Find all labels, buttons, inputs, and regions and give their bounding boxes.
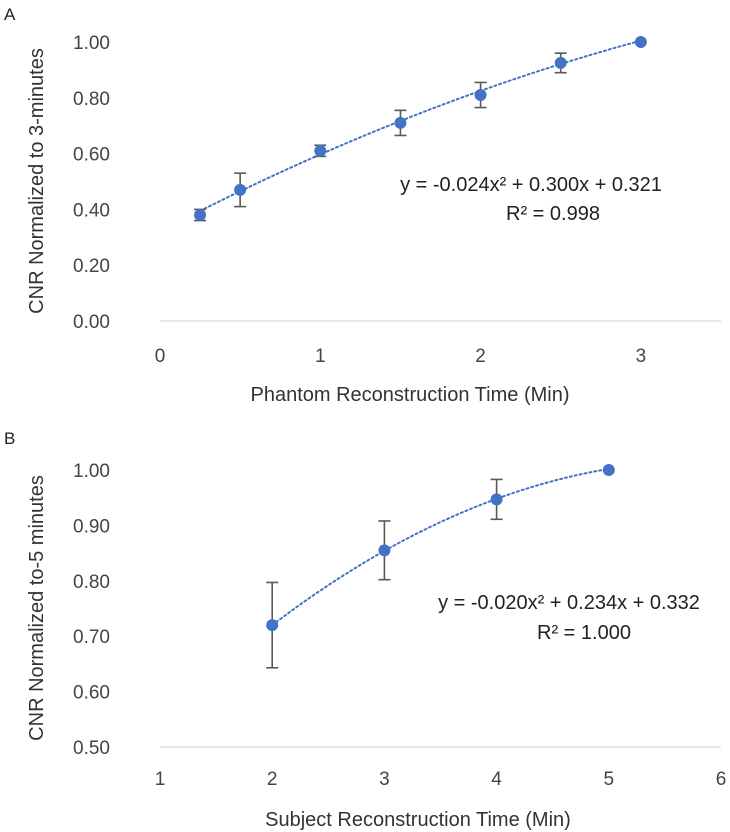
y-tick-label-a: 1.00 xyxy=(73,33,110,54)
data-point-a xyxy=(634,36,647,48)
y-tick-label-a: 0.40 xyxy=(73,200,110,221)
y-tick-label-a: 0.60 xyxy=(73,145,110,166)
y-tick-label-b: 0.80 xyxy=(73,572,110,593)
x-tick-label-b: 4 xyxy=(491,769,502,790)
r-squared-b: R² = 1.000 xyxy=(537,622,631,644)
y-tick-label-a: 0.00 xyxy=(73,312,110,333)
data-point-a xyxy=(554,56,567,69)
trendline-a xyxy=(199,39,642,212)
x-tick-label-a: 1 xyxy=(315,346,326,367)
x-axis-title-a: Phantom Reconstruction Time (Min) xyxy=(250,384,569,406)
y-tick-label-a: 0.80 xyxy=(73,89,110,110)
y-tick-label-b: 0.60 xyxy=(73,683,110,704)
panel-label-b: B xyxy=(4,429,15,448)
r-squared-a: R² = 0.998 xyxy=(506,203,600,225)
data-point-a xyxy=(394,116,407,129)
chart-panel-b: B CNR Normalized to-5 minutes Subject Re… xyxy=(4,429,726,831)
y-tick-label-b: 0.50 xyxy=(73,738,110,759)
x-tick-label-b: 3 xyxy=(379,769,390,790)
x-tick-label-b: 5 xyxy=(604,769,615,790)
chart-panel-a: A CNR Normalized to 3-minutes Phantom Re… xyxy=(4,5,721,406)
data-point-a xyxy=(234,183,247,196)
data-point-b xyxy=(490,493,503,506)
trendline-b xyxy=(271,467,610,627)
data-point-a xyxy=(314,144,327,157)
y-tick-label-b: 1.00 xyxy=(73,461,110,482)
x-axis-title-b: Subject Reconstruction Time (Min) xyxy=(265,809,571,831)
y-tick-label-a: 0.20 xyxy=(73,256,110,277)
trendline-equation-a: y = -0.024x² + 0.300x + 0.321 xyxy=(400,174,662,196)
data-point-b xyxy=(266,619,279,632)
data-point-b xyxy=(602,464,615,476)
y-axis-title-b: CNR Normalized to-5 minutes xyxy=(26,475,48,741)
trendline-equation-b: y = -0.020x² + 0.234x + 0.332 xyxy=(438,592,700,614)
data-point-b xyxy=(378,544,391,557)
x-tick-label-b: 1 xyxy=(155,769,166,790)
x-tick-label-a: 2 xyxy=(475,346,486,367)
x-tick-label-a: 0 xyxy=(155,346,166,367)
panel-label-a: A xyxy=(4,5,16,24)
data-point-a xyxy=(194,208,207,221)
x-tick-label-a: 3 xyxy=(636,346,647,367)
y-tick-label-b: 0.70 xyxy=(73,627,110,648)
x-tick-label-b: 6 xyxy=(716,769,727,790)
data-point-a xyxy=(474,89,487,102)
y-axis-title-a: CNR Normalized to 3-minutes xyxy=(26,48,48,314)
x-tick-label-b: 2 xyxy=(267,769,278,790)
y-tick-label-b: 0.90 xyxy=(73,516,110,537)
